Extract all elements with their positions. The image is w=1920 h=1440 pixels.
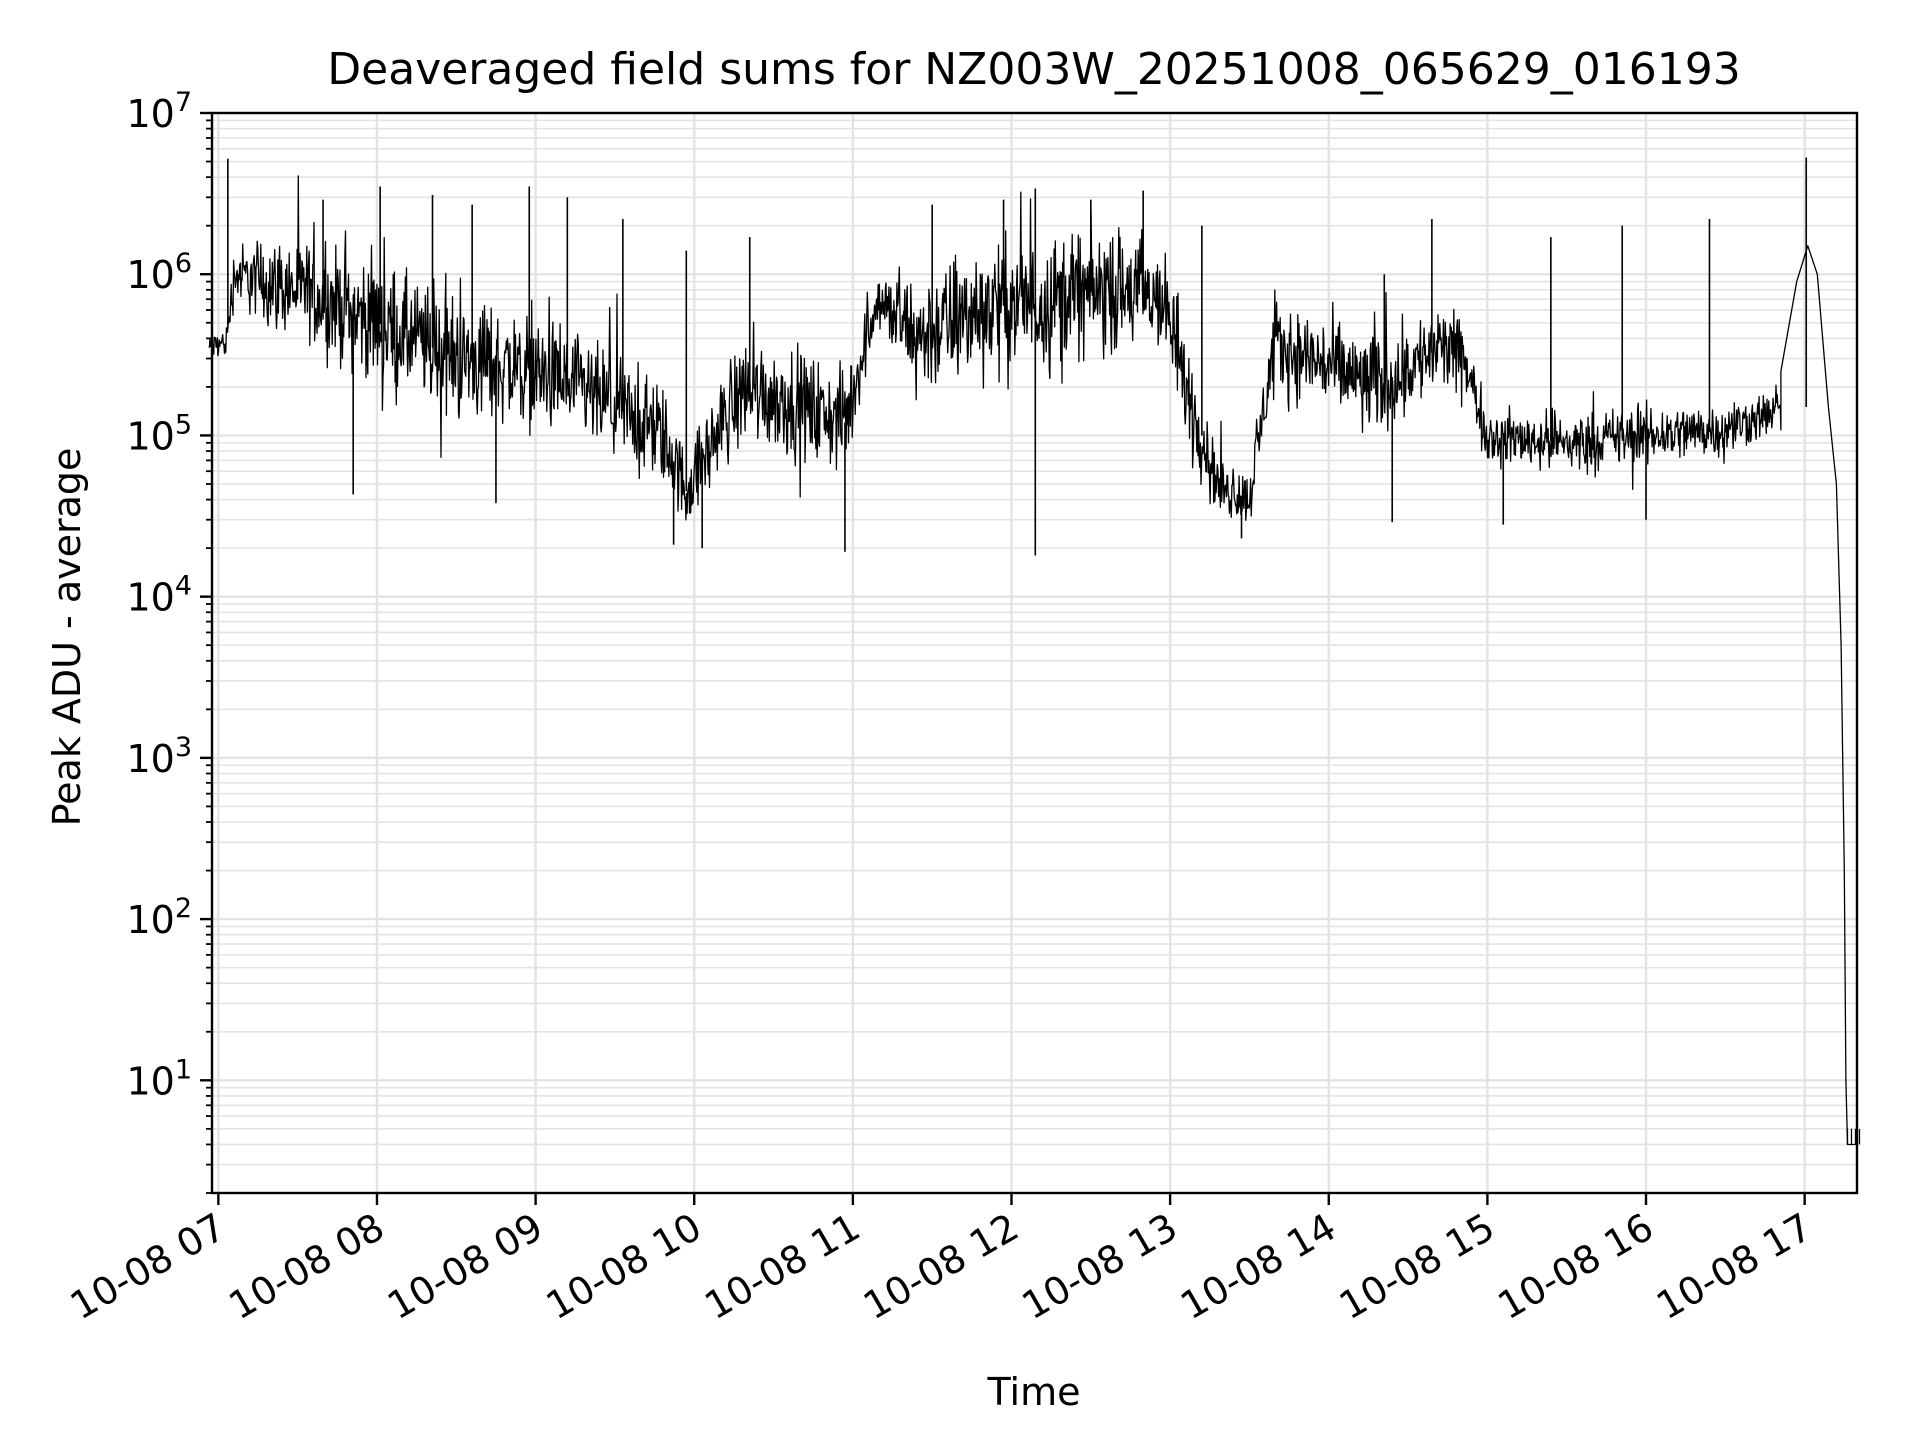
y-tick-label: 105 <box>126 409 192 458</box>
y-tick-exponent: 5 <box>175 409 192 440</box>
y-tick-base: 10 <box>126 1059 174 1103</box>
y-tick-exponent: 7 <box>175 87 192 118</box>
y-tick-label: 103 <box>126 732 192 781</box>
y-tick-base: 10 <box>126 576 174 620</box>
y-tick-base: 10 <box>126 414 174 458</box>
y-tick-exponent: 6 <box>175 248 192 279</box>
y-tick-base: 10 <box>126 737 174 781</box>
y-tick-label: 101 <box>126 1054 192 1103</box>
y-tick-base: 10 <box>126 92 174 136</box>
y-axis-label: Peak ADU - average <box>45 448 89 827</box>
y-tick-exponent: 3 <box>175 732 192 763</box>
y-tick-label: 102 <box>126 893 192 942</box>
y-tick-base: 10 <box>126 898 174 942</box>
y-tick-label: 106 <box>126 248 192 297</box>
y-tick-exponent: 2 <box>175 893 192 924</box>
y-tick-exponent: 4 <box>175 571 192 602</box>
chart-title: Deaveraged field sums for NZ003W_2025100… <box>327 44 1740 95</box>
y-tick-exponent: 1 <box>175 1054 192 1085</box>
series-layer <box>208 157 1861 1146</box>
y-tick-base: 10 <box>126 253 174 297</box>
plot-frame <box>210 111 1859 1195</box>
y-tick-label: 107 <box>126 87 192 136</box>
x-axis-label: Time <box>987 1370 1081 1414</box>
y-tick-label: 104 <box>126 571 192 620</box>
